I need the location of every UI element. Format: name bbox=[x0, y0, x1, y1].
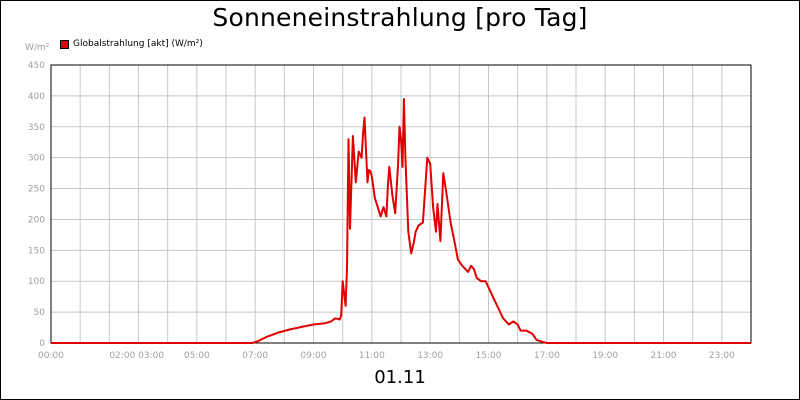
y-axis-unit-label: W/m² bbox=[25, 43, 50, 53]
y-tick-label: 200 bbox=[28, 215, 45, 225]
y-tick-label: 400 bbox=[28, 92, 45, 102]
legend-entry-label: Globalstrahlung [akt] (W/m²) bbox=[73, 39, 203, 49]
y-tick-label: 0 bbox=[39, 339, 45, 349]
x-tick-label: 07:00 bbox=[242, 351, 268, 361]
x-tick-label: 09:00 bbox=[301, 351, 327, 361]
y-tick-label: 250 bbox=[28, 185, 45, 195]
x-tick-label: 05:00 bbox=[184, 351, 210, 361]
series-line bbox=[51, 98, 751, 344]
x-tick-label: 02:00 03:00 bbox=[109, 351, 164, 361]
chart-title: Sonneneinstrahlung [pro Tag] bbox=[212, 3, 588, 32]
x-tick-label: 19:00 bbox=[592, 351, 618, 361]
legend: Globalstrahlung [akt] (W/m²) bbox=[60, 39, 203, 49]
x-axis-date-label: 01.11 bbox=[374, 367, 426, 388]
y-tick-label: 100 bbox=[28, 277, 45, 287]
plot-border bbox=[50, 64, 752, 344]
x-tick-label: 21:00 bbox=[651, 351, 677, 361]
x-tick-label: 23:00 bbox=[709, 351, 735, 361]
x-tick-label: 15:00 bbox=[476, 351, 502, 361]
legend-swatch bbox=[60, 39, 69, 49]
x-tick-label: 17:00 bbox=[534, 351, 560, 361]
y-tick-label: 300 bbox=[28, 154, 45, 164]
y-tick-label: 150 bbox=[28, 246, 45, 256]
x-tick-label: 00:00 bbox=[38, 351, 64, 361]
y-tick-label: 50 bbox=[34, 308, 46, 318]
x-tick-label: 13:00 bbox=[417, 351, 443, 361]
y-tick-label: 450 bbox=[28, 61, 45, 71]
y-tick-label: 350 bbox=[28, 123, 45, 133]
x-tick-label: 11:00 bbox=[359, 351, 385, 361]
